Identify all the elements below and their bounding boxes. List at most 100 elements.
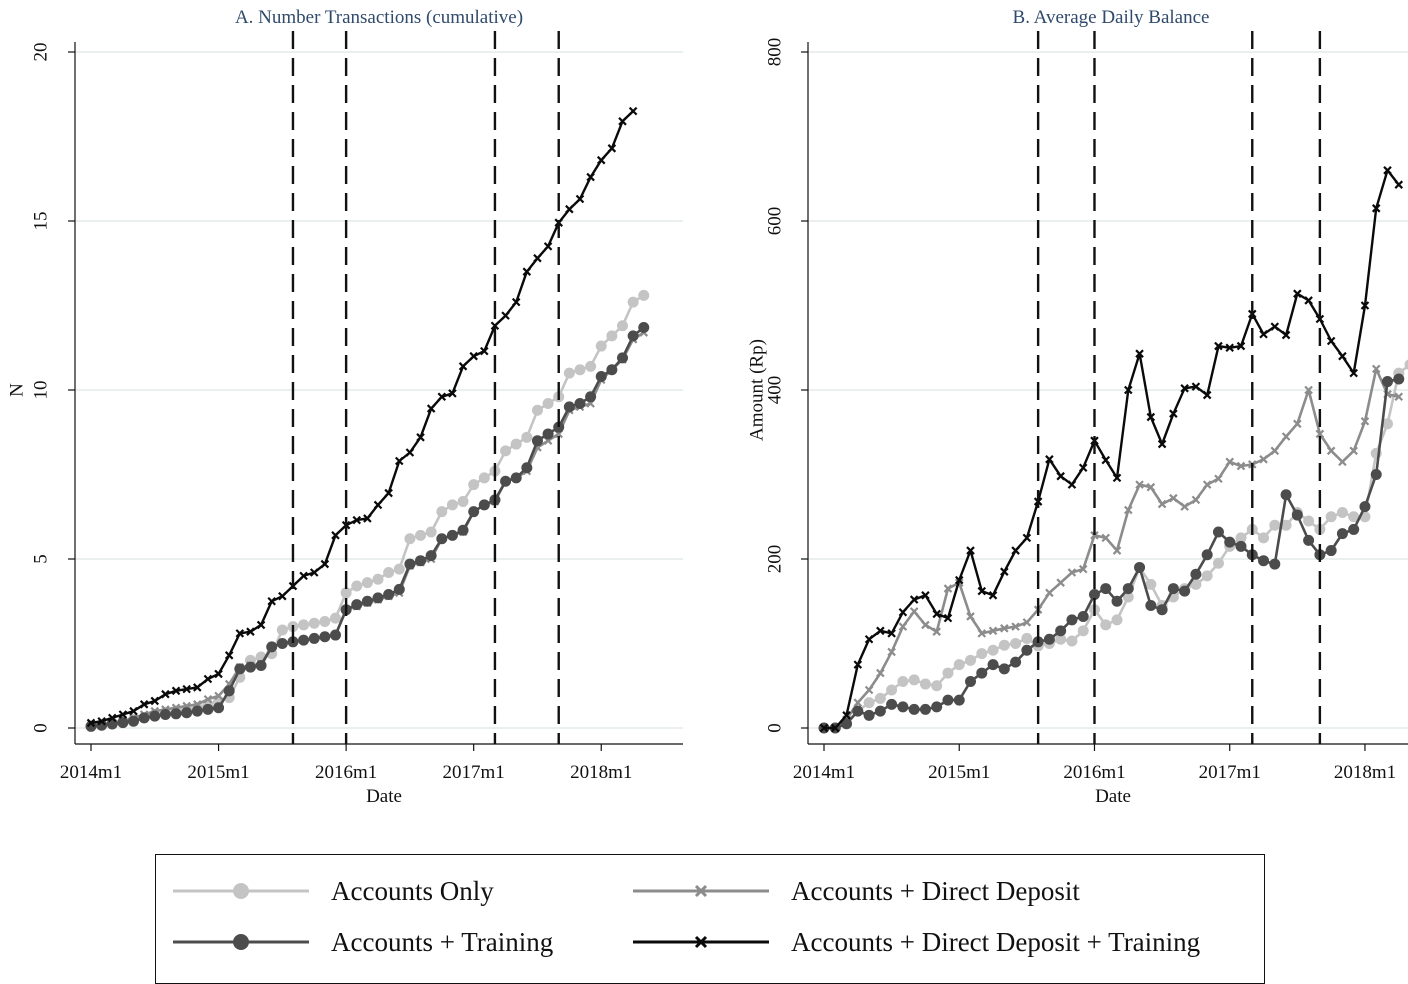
data-point	[1010, 638, 1021, 649]
data-point	[426, 550, 437, 561]
data-point	[886, 684, 897, 695]
series-line	[824, 170, 1399, 728]
y-axis-title: Amount (Rp)	[746, 339, 767, 441]
data-point	[617, 352, 628, 363]
data-point	[534, 255, 541, 262]
data-point	[298, 619, 309, 630]
data-point	[942, 668, 953, 679]
data-point	[628, 297, 639, 308]
data-point	[1213, 526, 1224, 537]
x-tick-label: 2016m1	[1063, 762, 1125, 783]
data-point	[192, 706, 203, 717]
data-point	[1213, 558, 1224, 569]
data-point	[942, 695, 953, 706]
legend-label-accounts-dd-training: Accounts + Direct Deposit + Training	[791, 927, 1200, 958]
data-point	[1382, 376, 1393, 387]
series-line	[91, 328, 644, 727]
data-point	[351, 599, 362, 610]
data-point	[852, 706, 863, 717]
data-point	[1337, 528, 1348, 539]
data-point	[383, 589, 394, 600]
data-point	[1258, 532, 1269, 543]
data-point	[375, 501, 382, 508]
series-line	[91, 295, 644, 726]
data-point	[298, 635, 309, 646]
data-point	[1235, 541, 1246, 552]
legend-swatch-accounts-training	[171, 930, 311, 954]
data-point	[585, 361, 596, 372]
y-tick-label: 5	[30, 554, 51, 564]
data-point	[479, 472, 490, 483]
data-point	[566, 206, 573, 213]
data-point	[1057, 473, 1064, 480]
data-point	[866, 686, 873, 693]
data-point	[373, 574, 384, 585]
data-point	[1100, 583, 1111, 594]
data-point	[931, 680, 942, 691]
data-point	[149, 711, 160, 722]
data-point	[468, 506, 479, 517]
data-point	[1190, 569, 1201, 580]
data-point	[479, 499, 490, 510]
data-point	[458, 496, 469, 507]
x-tick-label: 2014m1	[60, 762, 122, 783]
data-point	[911, 608, 918, 615]
data-point	[1044, 634, 1055, 645]
legend-swatch-accounts-dd-training	[631, 930, 771, 954]
data-point	[954, 659, 965, 670]
legend-marker	[233, 934, 249, 950]
data-point	[931, 701, 942, 712]
y-tick-label: 800	[764, 38, 785, 67]
data-point	[1224, 537, 1235, 548]
data-point	[909, 674, 920, 685]
data-point	[1395, 181, 1402, 188]
data-point	[1269, 559, 1280, 570]
data-point	[854, 699, 861, 706]
x-tick-label: 2016m1	[315, 762, 377, 783]
data-point	[1123, 583, 1134, 594]
data-point	[638, 290, 649, 301]
data-point	[875, 706, 886, 717]
data-point	[598, 157, 605, 164]
legend: Accounts Only Accounts + Direct Deposit …	[155, 854, 1265, 984]
data-point	[1078, 625, 1089, 636]
x-tick-label: 2015m1	[187, 762, 249, 783]
data-point	[245, 662, 256, 673]
data-point	[1202, 570, 1213, 581]
data-point	[638, 322, 649, 333]
legend-marker	[233, 883, 249, 899]
data-point	[406, 449, 413, 456]
data-point	[277, 638, 288, 649]
data-point	[213, 702, 224, 713]
panel-title: A. Number Transactions (cumulative)	[235, 7, 523, 28]
data-point	[585, 391, 596, 402]
data-point	[319, 616, 330, 627]
data-point	[630, 108, 637, 115]
data-point	[1066, 635, 1077, 646]
data-point	[373, 592, 384, 603]
data-point	[1134, 562, 1145, 573]
data-point	[1371, 469, 1382, 480]
data-point	[875, 693, 886, 704]
data-point	[502, 312, 509, 319]
x-tick-label: 2017m1	[1199, 762, 1261, 783]
data-point	[897, 701, 908, 712]
y-tick-label: 0	[30, 723, 51, 733]
y-tick-label: 600	[764, 207, 785, 236]
data-point	[447, 499, 458, 510]
data-point	[1337, 507, 1348, 518]
data-point	[999, 663, 1010, 674]
data-point	[117, 717, 128, 728]
data-point	[864, 710, 875, 721]
data-point	[171, 708, 182, 719]
data-point	[500, 476, 511, 487]
data-point	[330, 613, 341, 624]
data-point	[1339, 353, 1346, 360]
data-point	[988, 645, 999, 656]
data-point	[404, 559, 415, 570]
legend-label-accounts-direct-deposit: Accounts + Direct Deposit	[791, 876, 1080, 907]
data-point	[564, 368, 575, 379]
x-axis-title: Date	[1095, 786, 1131, 807]
y-tick-label: 10	[30, 381, 51, 400]
